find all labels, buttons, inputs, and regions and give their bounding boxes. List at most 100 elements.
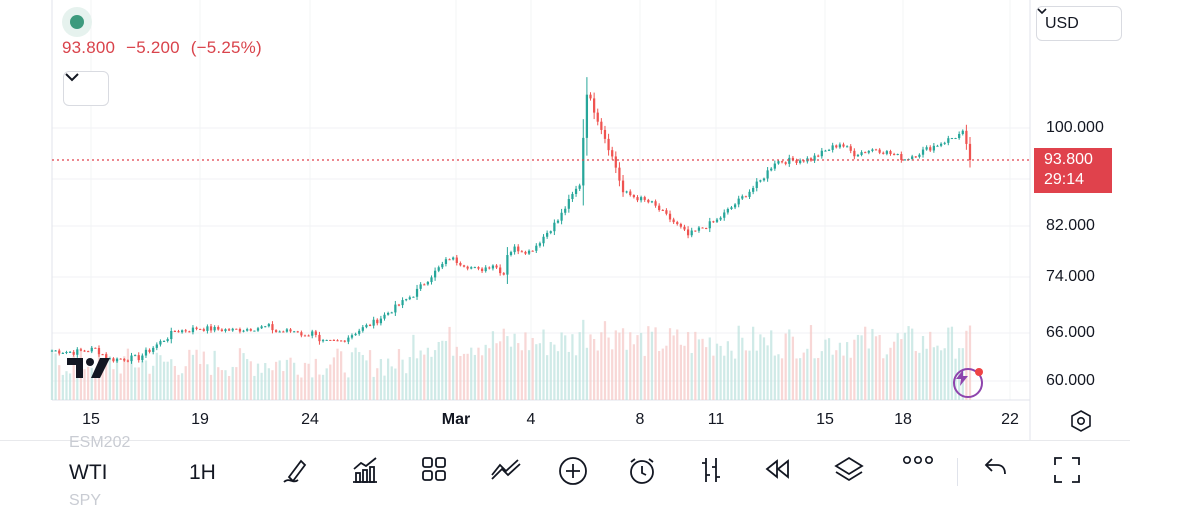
volume-bar <box>791 336 795 400</box>
compare-button[interactable] <box>490 455 524 489</box>
candle-body <box>499 267 502 274</box>
candle-body <box>513 246 516 253</box>
volume-bar <box>712 355 715 400</box>
x-tick-label: 24 <box>301 411 319 428</box>
volume-bar <box>488 348 491 400</box>
add-button[interactable] <box>557 455 591 489</box>
volume-bar <box>524 332 527 400</box>
interval-button[interactable]: 1H <box>189 461 216 484</box>
candle-body <box>947 138 950 143</box>
bar-replay-button[interactable] <box>697 455 731 489</box>
candle-body <box>546 232 549 237</box>
volume-bar <box>470 347 473 400</box>
indicators-button[interactable] <box>350 455 384 489</box>
x-tick-label: 11 <box>707 411 725 428</box>
candle-body <box>452 257 455 260</box>
candle-body <box>549 231 552 233</box>
candle-body <box>72 351 75 355</box>
x-tick-label: 19 <box>191 411 209 428</box>
candle-body <box>679 224 682 227</box>
candle-body <box>932 145 935 151</box>
candle-body <box>130 355 133 362</box>
volume-bar <box>390 366 393 400</box>
undo-button[interactable] <box>983 455 1017 489</box>
indicators-icon <box>353 457 377 483</box>
candle-body <box>799 160 802 163</box>
volume-bar <box>296 374 299 400</box>
volume-bar <box>921 336 925 400</box>
candle-body <box>889 151 892 155</box>
volume-bar <box>343 372 346 400</box>
volume-bar <box>368 350 372 400</box>
candle-body <box>184 330 187 332</box>
x-tick-label: 8 <box>635 411 645 428</box>
volume-bar <box>636 335 639 400</box>
volume-bar <box>329 364 332 400</box>
candle-body <box>300 332 303 336</box>
volume-bar <box>914 351 917 400</box>
candle-body <box>76 349 79 355</box>
candle-body <box>585 94 589 138</box>
volume-bar <box>477 347 480 400</box>
alert-button[interactable] <box>626 455 660 489</box>
candle-body <box>58 350 61 354</box>
volume-bar <box>484 344 487 400</box>
settings-icon[interactable] <box>1069 409 1093 433</box>
candle-body <box>658 205 661 211</box>
draw-tool-button[interactable] <box>281 455 315 489</box>
market-status-icon[interactable] <box>62 7 92 37</box>
x-tick-label: 4 <box>526 411 536 428</box>
volume-bar <box>708 337 711 400</box>
volume-bar <box>462 353 466 400</box>
compare-icon <box>491 459 521 480</box>
collapse-legend-button[interactable] <box>63 71 109 106</box>
candle-body <box>423 284 426 286</box>
volume-bar <box>683 345 686 400</box>
volume-bar <box>542 329 545 400</box>
volume-bar <box>340 351 343 400</box>
candle-body <box>354 333 357 336</box>
candle-body <box>582 137 585 186</box>
layout-button[interactable] <box>420 455 454 489</box>
candle-body <box>625 191 628 193</box>
candle-body <box>712 221 715 223</box>
candle-body <box>105 354 108 359</box>
volume-bar <box>455 346 458 400</box>
volume-bar <box>502 328 505 400</box>
chevron-down-icon <box>65 73 79 82</box>
lightning-icon <box>956 370 968 386</box>
volume-bar <box>513 333 516 400</box>
candle-body <box>101 354 104 356</box>
volume-bar <box>412 334 415 400</box>
y-tick-label: 60.000 <box>1046 372 1095 389</box>
currency-select[interactable]: USD <box>1036 6 1122 41</box>
volume-bar <box>184 366 187 400</box>
candle-body <box>603 129 607 139</box>
candle-body <box>162 340 166 342</box>
rewind-button[interactable] <box>763 455 797 489</box>
volume-bar <box>697 339 701 400</box>
more-button[interactable] <box>902 455 936 489</box>
candle-body <box>654 201 657 206</box>
plus-circle-icon <box>559 457 587 485</box>
volume-bar <box>853 339 856 400</box>
layers-button[interactable] <box>833 455 867 489</box>
symbol-button[interactable]: WTI <box>69 461 108 484</box>
volume-bar <box>795 358 798 400</box>
candle-body <box>770 168 773 171</box>
candle-body <box>473 267 476 269</box>
volume-bar <box>383 375 386 400</box>
volume-bar <box>137 367 140 400</box>
candle-body <box>54 350 57 352</box>
toolbar-divider <box>957 458 958 486</box>
price-chart[interactable] <box>0 0 1199 440</box>
volume-bar <box>433 350 437 400</box>
candle-body <box>871 149 874 151</box>
quick-trade-icon[interactable] <box>953 368 983 398</box>
candle-body <box>596 112 599 122</box>
volume-bar <box>842 355 845 400</box>
fullscreen-button[interactable] <box>1052 455 1086 489</box>
candle-body <box>433 270 437 278</box>
volume-bar <box>350 352 354 400</box>
